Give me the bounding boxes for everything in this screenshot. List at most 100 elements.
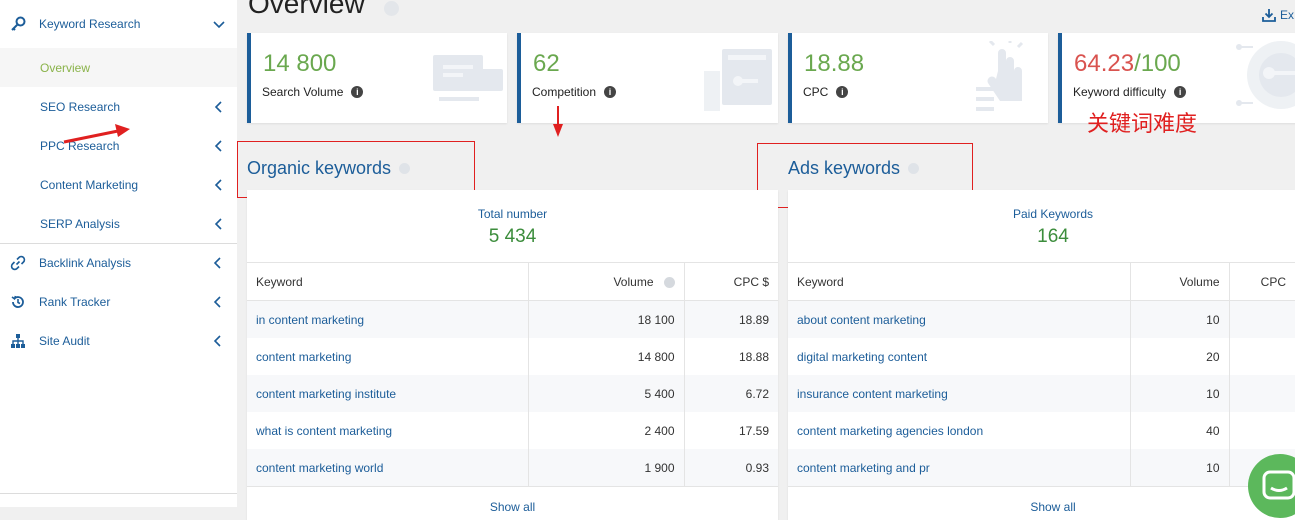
cpc-cell [1228,375,1295,412]
card-label-row: Keyword difficulty i [1073,85,1187,99]
key-circle-illustration-icon [1236,41,1295,109]
sidebar-item-content-marketing[interactable]: Content Marketing [0,165,237,204]
sidebar: Keyword Research Overview SEO Research P… [0,0,237,507]
show-all-link[interactable]: Show all [1030,500,1076,514]
section-title-text: Organic keywords [247,158,392,178]
info-icon[interactable]: i [351,86,364,98]
column-header-cpc[interactable]: CPC [1228,262,1295,301]
column-header-keyword[interactable]: Keyword [247,262,528,301]
card-label: Keyword difficulty [1073,85,1167,99]
sidebar-item-label: Site Audit [39,333,90,348]
volume-cell: 14 800 [527,338,684,375]
volume-cell: 10 [1129,300,1229,338]
card-cpc: 18.88 CPC i [788,33,1048,123]
table-header-row: Keyword Volume CPC [788,262,1295,301]
column-header-cpc[interactable]: CPC $ [683,262,778,301]
table-row: content marketing world 1 900 0.93 [247,449,778,486]
card-competition: 62 Competition i [517,33,778,123]
page-title: Overview [248,0,365,19]
keyword-link[interactable]: content marketing agencies london [797,423,984,438]
export-button[interactable]: Ex [1262,8,1294,22]
keyword-link[interactable]: digital marketing content [797,349,928,364]
show-all-link[interactable]: Show all [489,500,536,514]
cpc-cell [1228,300,1295,338]
section-title-text: Ads keywords [788,158,901,178]
column-header-keyword[interactable]: Keyword [788,262,1130,301]
organic-keywords-title: Organic keywords [247,158,411,179]
keyword-link[interactable]: content marketing world [247,449,528,486]
ads-keywords-table: Keyword Volume CPC about content marketi… [788,262,1295,486]
chat-illustration-icon [433,55,503,101]
keyword-link[interactable]: about content marketing [788,300,1130,338]
chevron-left-icon[interactable] [213,217,225,231]
keyword-link[interactable]: insurance content marketing [788,375,1130,412]
info-icon[interactable]: i [836,86,849,98]
info-icon[interactable] [399,163,411,174]
card-value: 64.23/100 [1074,50,1181,78]
column-header-volume[interactable]: Volume [527,262,684,301]
info-icon[interactable]: i [604,86,617,98]
ads-keywords-panel: Paid Keywords 164 Keyword Volume CPC abo… [788,190,1295,520]
card-value-suffix: /100 [1134,50,1181,77]
volume-cell: 2 400 [527,412,684,449]
sidebar-item-overview[interactable]: Overview [0,48,237,87]
export-label: Ex [1280,8,1295,22]
annotation-text: 关键词难度 [1087,112,1198,137]
keyword-link[interactable]: in content marketing [247,300,528,338]
sidebar-item-label: Keyword Research [39,17,141,31]
keyword-link[interactable]: content marketing institute [247,375,528,412]
volume-cell: 18 100 [527,300,684,338]
volume-cell: 1 900 [527,449,684,486]
history-icon [9,293,27,311]
organic-keywords-table: Keyword Volume CPC $ in content marketin… [247,262,778,486]
chevron-left-icon[interactable] [213,100,225,114]
keyword-link[interactable]: content marketing [256,349,352,364]
panel-divider [247,486,778,487]
table-row: about content marketing 10 [788,300,1295,338]
chat-icon [1262,470,1295,500]
sidebar-item-label: Rank Tracker [39,294,111,309]
click-hand-illustration-icon [976,41,1024,111]
table-row: content marketing agencies london 40 [788,412,1295,449]
card-keyword-difficulty: 64.23/100 Keyword difficulty i [1058,33,1295,123]
keyword-link[interactable]: what is content marketing [256,423,393,438]
sidebar-item-seo-research[interactable]: SEO Research [0,87,237,126]
sidebar-item-ppc-research[interactable]: PPC Research [0,126,237,165]
cpc-cell: 6.72 [683,375,778,412]
info-icon[interactable] [663,276,675,288]
info-icon[interactable]: i [1174,86,1187,98]
cpc-cell: 17.59 [683,412,778,449]
card-label-row: CPC i [803,85,849,99]
total-label: Paid Keywords [1012,207,1094,221]
sidebar-item-keyword-research[interactable]: Keyword Research [0,0,237,48]
column-header-volume[interactable]: Volume [1129,262,1229,301]
card-label-row: Competition i [532,85,617,99]
sidebar-item-label: Overview [40,60,91,75]
sidebar-item-label: SEO Research [40,99,121,114]
total-label: Total number [477,207,548,221]
card-label: Search Volume [262,85,344,99]
chevron-left-icon[interactable] [212,334,226,348]
sidebar-item-serp-analysis[interactable]: SERP Analysis [0,204,237,243]
sidebar-item-backlink-analysis[interactable]: Backlink Analysis [0,244,237,282]
key-card-illustration-icon [704,49,772,111]
keyword-link[interactable]: content marketing and pr [788,449,1130,486]
card-value: 14 800 [263,50,337,77]
chevron-left-icon[interactable] [213,139,225,153]
chevron-left-icon[interactable] [212,295,226,309]
sidebar-item-label: Content Marketing [40,177,139,192]
total-value: 5 434 [488,226,537,247]
card-value: 18.88 [804,50,865,77]
cpc-cell: 18.88 [683,338,778,375]
chevron-down-icon[interactable] [212,17,226,31]
table-row: content marketing 14 800 18.88 [247,338,778,375]
chevron-left-icon[interactable] [213,178,225,192]
info-icon[interactable] [908,163,920,174]
sidebar-item-rank-tracker[interactable]: Rank Tracker [0,282,237,321]
card-value-main: 64.23 [1074,50,1135,77]
volume-cell: 5 400 [527,375,684,412]
info-icon[interactable] [384,1,399,16]
chevron-left-icon[interactable] [212,256,226,270]
cpc-cell: 0.93 [683,449,778,486]
sidebar-item-site-audit[interactable]: Site Audit [0,321,237,360]
